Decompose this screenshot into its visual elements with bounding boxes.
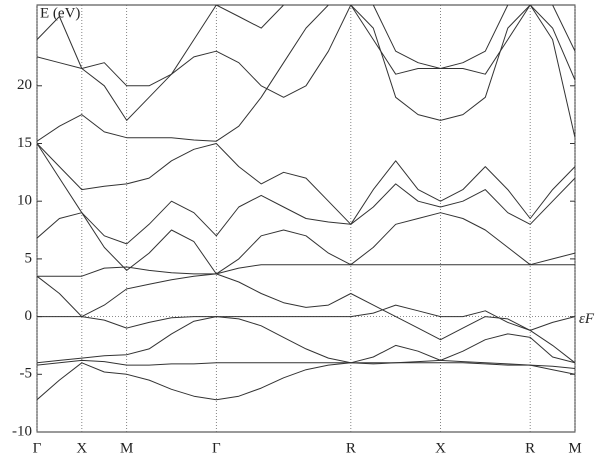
x-tick-label: M bbox=[568, 440, 581, 456]
labels: -10 -5 0 5 10 15 20 Γ X M Γ R X R MεF bbox=[12, 77, 595, 456]
x-tick-label: X bbox=[76, 440, 87, 456]
band-line bbox=[37, 143, 575, 245]
band-line bbox=[37, 273, 575, 364]
band-line bbox=[37, 264, 575, 277]
band-line bbox=[37, 316, 575, 364]
y-axis-label: E (eV) bbox=[40, 5, 80, 21]
y-tick-label: 10 bbox=[17, 193, 32, 209]
x-tick-label: R bbox=[346, 440, 356, 456]
y-tick-label: 5 bbox=[25, 250, 33, 266]
band-line bbox=[37, 212, 575, 275]
y-tick-label: -5 bbox=[20, 366, 33, 382]
y-tick-label: 15 bbox=[17, 135, 32, 151]
y-tick-label: -10 bbox=[12, 423, 32, 439]
x-tick-label: Γ bbox=[212, 440, 221, 456]
fermi-label: εF bbox=[579, 311, 595, 327]
band-line bbox=[37, 359, 575, 369]
band-line bbox=[37, 5, 575, 87]
x-tick-label: R bbox=[525, 440, 535, 456]
y-tick-label: 0 bbox=[25, 308, 33, 324]
x-tick-label: Γ bbox=[33, 440, 42, 456]
x-tick-label: X bbox=[435, 440, 446, 456]
band-line bbox=[37, 5, 575, 121]
y-tick-label: 20 bbox=[17, 77, 32, 93]
band-line bbox=[37, 143, 575, 225]
band-line bbox=[37, 362, 575, 401]
band-line bbox=[37, 304, 575, 331]
bands bbox=[37, 5, 575, 401]
x-tick-label: M bbox=[120, 440, 133, 456]
band-line bbox=[37, 5, 575, 142]
